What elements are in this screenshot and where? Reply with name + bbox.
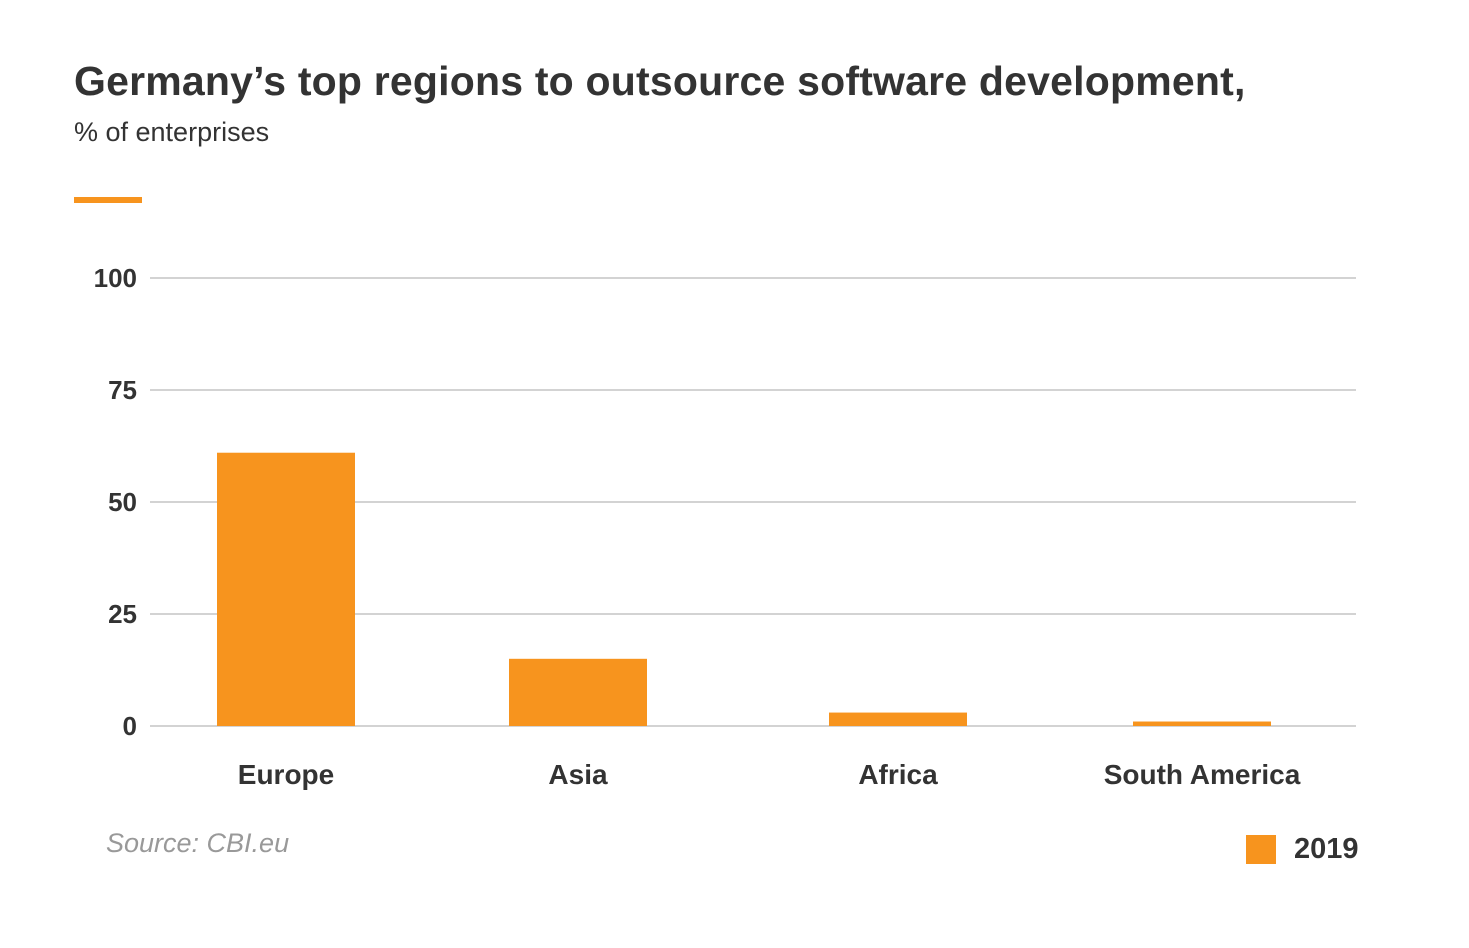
chart-title: Germany’s top regions to outsource softw…: [74, 58, 1246, 104]
bar-south-america: [1133, 721, 1271, 726]
accent-rule: [74, 197, 142, 203]
legend-label-2019: 2019: [1294, 833, 1359, 865]
y-tick-label: 100: [94, 263, 137, 293]
legend-swatch-2019: [1246, 835, 1276, 864]
bar-asia: [509, 658, 647, 726]
y-tick-label: 0: [123, 711, 137, 741]
x-axis-ticks: Europe Asia Africa South America: [238, 759, 1301, 790]
x-tick-label: Africa: [858, 759, 938, 790]
legend: 2019: [1246, 833, 1359, 866]
y-axis-ticks: 0 25 50 75 100: [94, 263, 137, 741]
y-tick-label: 50: [108, 487, 137, 517]
x-tick-label: Asia: [548, 759, 608, 790]
y-tick-label: 75: [108, 375, 137, 405]
bar-europe: [217, 452, 355, 726]
bars: [217, 452, 1271, 726]
chart-subtitle: % of enterprises: [74, 117, 270, 147]
x-tick-label: Europe: [238, 759, 334, 790]
y-tick-label: 25: [108, 599, 137, 629]
x-tick-label: South America: [1104, 759, 1301, 790]
bar-africa: [829, 712, 967, 726]
source-note: Source: CBI.eu: [106, 828, 290, 858]
